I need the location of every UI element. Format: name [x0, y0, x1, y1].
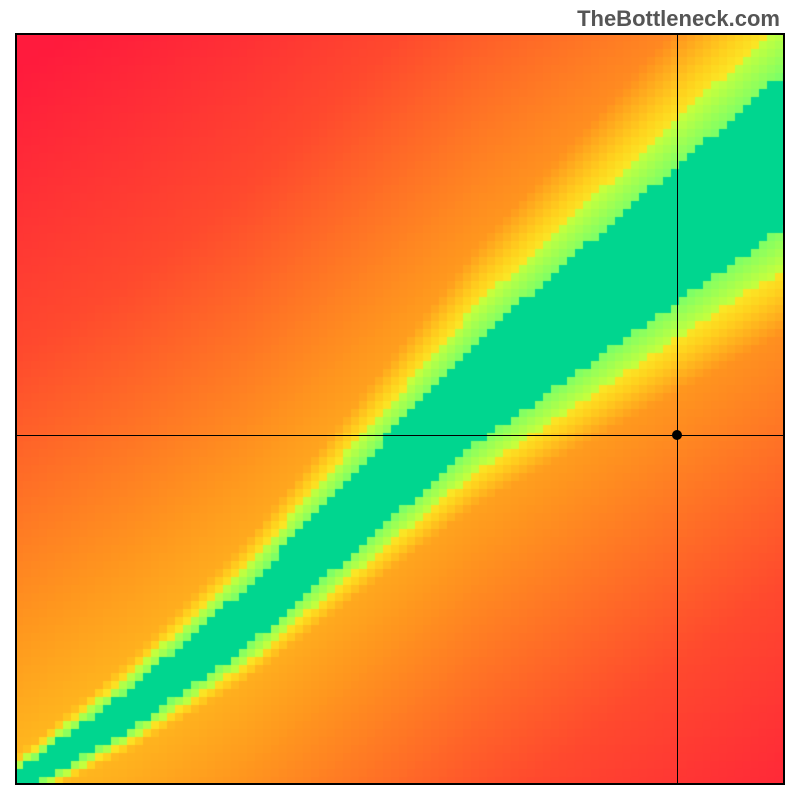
watermark-label: TheBottleneck.com: [577, 6, 780, 32]
heatmap-canvas: [15, 33, 785, 785]
chart-container: TheBottleneck.com: [0, 0, 800, 800]
